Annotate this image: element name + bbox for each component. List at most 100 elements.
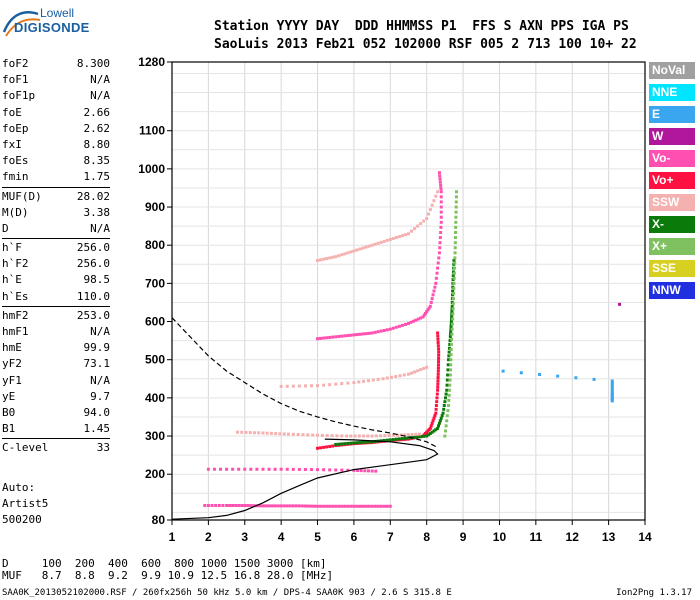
echo-point — [382, 438, 386, 442]
echo-point — [450, 304, 454, 308]
echo-point — [435, 271, 439, 275]
echo-point — [303, 467, 307, 471]
echo-point — [501, 369, 505, 373]
auto-line: 500200 — [2, 513, 42, 526]
x-tick-label: 7 — [387, 530, 394, 544]
echo-point — [343, 334, 347, 338]
echo-point — [364, 440, 368, 444]
echo-point — [373, 242, 377, 246]
echo-point — [379, 329, 383, 333]
echo-point — [291, 384, 295, 388]
param-row: foF2 8.300 — [2, 56, 110, 72]
param-value: 8.35 — [83, 154, 111, 168]
param-row: hmF1 N/A — [2, 324, 110, 340]
echo-point — [422, 366, 426, 370]
echo-point — [447, 388, 451, 392]
echo-point — [385, 504, 389, 508]
echo-point — [325, 336, 329, 340]
echo-point — [325, 445, 329, 449]
x-tick-label: 6 — [351, 530, 358, 544]
echo-point — [446, 363, 450, 367]
param-separator — [2, 438, 110, 440]
echo-point — [436, 376, 440, 380]
echo-point — [306, 504, 310, 508]
auto-line: Artist5 — [2, 497, 49, 510]
echo-point — [264, 504, 268, 508]
param-name: fmin — [2, 170, 29, 184]
echo-point — [206, 467, 210, 471]
echo-point — [436, 426, 440, 430]
echo-point — [428, 208, 432, 212]
echo-point — [437, 171, 441, 175]
echo-point — [352, 249, 356, 253]
echo-point — [352, 504, 356, 508]
echo-point — [439, 416, 443, 420]
echo-point — [407, 232, 410, 236]
echo-point — [346, 381, 350, 385]
legend-item-noval: NoVal — [649, 62, 695, 79]
echo-point — [436, 379, 440, 383]
plot-frame — [171, 61, 646, 521]
echo-point — [249, 504, 253, 508]
echo-point — [346, 504, 350, 508]
param-value: 110.0 — [76, 289, 110, 303]
param-row: B0 94.0 — [2, 405, 110, 421]
echo-point — [454, 210, 458, 214]
logo-line1: Lowell — [40, 6, 75, 20]
param-value: N/A — [90, 373, 110, 387]
echo-point — [436, 266, 440, 270]
echo-point — [434, 404, 438, 407]
echo-point — [374, 434, 378, 438]
echo-point — [426, 308, 430, 312]
echo-point — [306, 433, 310, 437]
echo-point — [349, 504, 353, 508]
echo-point — [427, 433, 431, 437]
echo-point — [439, 205, 443, 209]
echo-point — [451, 312, 455, 316]
echo-point — [419, 316, 423, 320]
echo-point — [328, 504, 332, 508]
echo-point — [438, 246, 442, 250]
param-name: foEs — [2, 154, 29, 168]
param-value: 94.0 — [83, 405, 111, 419]
echo-point — [407, 436, 410, 440]
echo-point — [316, 337, 320, 341]
echo-point — [446, 373, 450, 377]
echo-point — [328, 444, 332, 448]
auto-line: Auto: — [2, 481, 36, 494]
lowell-digisonde-logo: Lowell DIGISONDE — [2, 6, 112, 40]
echo-point — [237, 503, 241, 507]
echo-point — [394, 374, 398, 378]
echo-point — [366, 379, 370, 383]
y-tick-label: 80 — [152, 513, 166, 527]
echo-point — [331, 255, 335, 259]
echo-point — [252, 504, 256, 508]
echo-point — [434, 194, 438, 198]
echo-point — [447, 398, 451, 402]
echo-point — [316, 258, 320, 262]
echo-point — [400, 323, 404, 327]
echo-point — [452, 281, 456, 285]
param-row: h`Es 110.0 — [2, 289, 110, 305]
echo-point — [453, 236, 457, 240]
y-tick-label: 1000 — [138, 162, 165, 176]
echo-point — [325, 257, 329, 261]
echo-point — [311, 433, 315, 437]
y-tick-label: 500 — [145, 353, 165, 367]
echo-point — [610, 389, 614, 393]
echo-point — [355, 504, 359, 508]
echo-point — [430, 297, 434, 301]
legend-item-sse: SSE — [649, 260, 695, 277]
echo-point — [436, 261, 440, 265]
echo-point — [452, 258, 456, 262]
echo-point — [261, 504, 265, 508]
logo-swoosh-icon — [2, 11, 41, 37]
echo-point — [437, 353, 441, 357]
param-name: yE — [2, 389, 16, 403]
param-value: 8.80 — [83, 137, 111, 151]
legend-item-x-: X- — [649, 216, 695, 233]
param-value: 28.02 — [76, 189, 110, 203]
echo-point — [352, 468, 356, 472]
echo-point — [610, 387, 614, 391]
echo-point — [381, 377, 385, 381]
